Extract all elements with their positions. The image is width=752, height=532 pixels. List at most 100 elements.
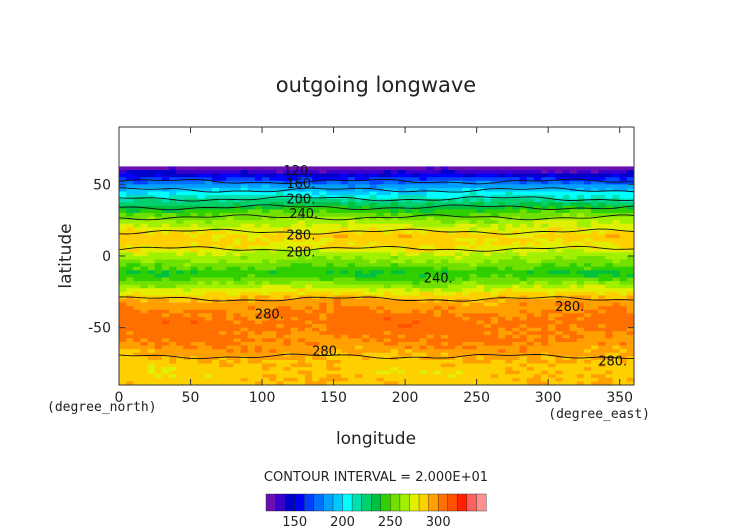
heatmap-cell — [455, 273, 463, 279]
heatmap-cell — [333, 327, 342, 332]
heatmap-cell — [612, 195, 621, 200]
heatmap-cell — [197, 313, 206, 318]
heatmap-cell — [397, 238, 406, 243]
heatmap-cell — [126, 227, 134, 232]
heatmap-cell — [412, 177, 421, 182]
contour-line — [118, 245, 635, 252]
heatmap-cell — [397, 299, 406, 304]
heatmap-cell — [190, 263, 199, 268]
heatmap-cell — [183, 291, 192, 297]
heatmap-cell — [240, 324, 249, 329]
heatmap-cell — [240, 316, 249, 322]
heatmap-cell — [154, 180, 163, 185]
heatmap-cell — [304, 216, 313, 221]
contour-line — [118, 204, 635, 211]
heatmap-cell — [204, 191, 213, 196]
heatmap-cell — [440, 259, 449, 264]
heatmap-cell — [476, 342, 485, 347]
heatmap-cell — [369, 309, 378, 314]
heatmap-cell — [369, 306, 378, 311]
heatmap-cell — [369, 191, 378, 196]
heatmap-cell — [312, 198, 320, 203]
heatmap-cell — [462, 263, 471, 268]
heatmap-cell — [376, 191, 385, 196]
heatmap-cell — [419, 281, 428, 286]
heatmap-cell — [526, 177, 535, 182]
heatmap-cell — [541, 238, 549, 243]
heatmap-cell — [519, 349, 528, 354]
heatmap-cell — [297, 338, 306, 343]
heatmap-cell — [190, 284, 199, 289]
heatmap-cell — [276, 342, 285, 347]
heatmap-cell — [548, 180, 556, 185]
heatmap-cell — [383, 327, 392, 332]
heatmap-cell — [476, 170, 485, 175]
heatmap-cell — [397, 195, 406, 200]
heatmap-cell — [169, 363, 177, 368]
heatmap-cell — [462, 295, 471, 300]
heatmap-cell — [176, 291, 184, 297]
heatmap-cell — [226, 191, 235, 196]
heatmap-cell — [498, 170, 506, 175]
heatmap-cell — [326, 252, 335, 257]
heatmap-cell — [433, 230, 442, 236]
heatmap-cell — [154, 302, 163, 307]
heatmap-cell — [369, 374, 378, 379]
heatmap-cell — [240, 284, 249, 289]
heatmap-cell — [119, 266, 127, 271]
heatmap-cell — [562, 256, 571, 261]
heatmap-cell — [562, 213, 571, 218]
heatmap-cell — [183, 320, 192, 325]
heatmap-cell — [362, 288, 370, 293]
heatmap-cell — [533, 252, 542, 257]
heatmap-cell — [619, 166, 628, 171]
heatmap-cell — [626, 327, 634, 332]
heatmap-cell — [119, 270, 127, 275]
heatmap-cell — [598, 356, 606, 361]
heatmap-cell — [240, 223, 249, 228]
heatmap-cell — [598, 381, 606, 385]
heatmap-cell — [147, 234, 156, 239]
heatmap-cell — [498, 291, 506, 297]
heatmap-cell — [233, 338, 242, 343]
heatmap-cell — [569, 370, 578, 375]
heatmap-cell — [412, 263, 421, 268]
heatmap-cell — [376, 338, 385, 343]
heatmap-cell — [133, 370, 142, 375]
heatmap-cell — [219, 331, 227, 336]
heatmap-cell — [469, 227, 478, 232]
heatmap-cell — [147, 180, 156, 185]
heatmap-cell — [183, 345, 192, 350]
heatmap-cell — [319, 238, 328, 243]
heatmap-cell — [297, 270, 306, 275]
heatmap-cell — [304, 223, 313, 228]
heatmap-cell — [133, 173, 142, 178]
heatmap-cell — [519, 234, 528, 239]
heatmap-cell — [476, 216, 485, 221]
heatmap-cell — [197, 209, 206, 214]
heatmap-cell — [340, 266, 349, 271]
heatmap-cell — [333, 334, 342, 340]
heatmap-cell — [226, 313, 235, 318]
heatmap-cell — [548, 198, 556, 203]
heatmap-cell — [211, 374, 220, 379]
heatmap-cell — [383, 248, 392, 254]
heatmap-cell — [290, 223, 299, 228]
heatmap-cell — [490, 259, 499, 264]
heatmap-cell — [505, 356, 513, 361]
heatmap-cell — [233, 313, 242, 318]
heatmap-cell — [569, 245, 578, 250]
heatmap-cell — [176, 180, 184, 185]
heatmap-cell — [340, 184, 349, 189]
heatmap-cell — [562, 306, 571, 311]
heatmap-cell — [283, 202, 292, 207]
heatmap-cell — [498, 187, 506, 193]
heatmap-cell — [455, 198, 463, 203]
heatmap-cell — [204, 342, 213, 347]
heatmap-cell — [555, 166, 564, 171]
heatmap-cell — [262, 342, 270, 347]
heatmap-cell — [505, 291, 513, 297]
heatmap-cell — [390, 320, 399, 325]
heatmap-cell — [426, 209, 435, 214]
heatmap-cell — [612, 284, 621, 289]
